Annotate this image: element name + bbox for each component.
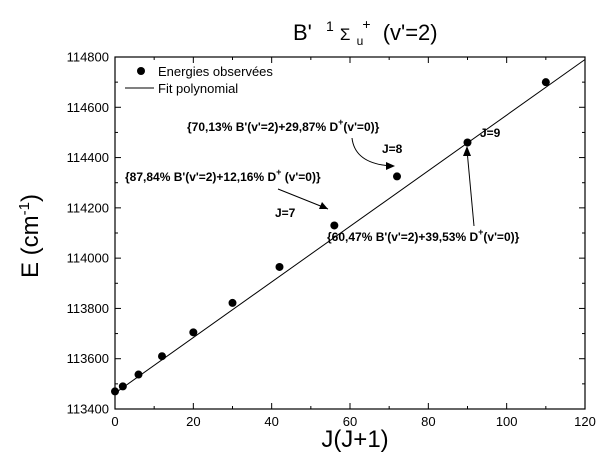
annotation-j9-text: {60,47% B'(v'=2)+39,53% D+(v'=0)} (327, 227, 520, 244)
y-tick-label: 113600 (67, 351, 109, 366)
annotation-j7-arrow (277, 188, 329, 210)
data-point (111, 387, 119, 396)
y-tick-label: 114200 (67, 200, 109, 215)
y-tick-label: 114000 (67, 251, 109, 266)
y-tick-label: 114600 (67, 100, 109, 115)
y-tick-label: 114400 (67, 150, 109, 165)
annotation-j7-label: J=7 (275, 206, 296, 220)
annotation-j9-arrowhead (463, 146, 471, 156)
x-tick-label: 60 (343, 414, 357, 429)
chart-title: B' 1 Σ u + (v'=2) (293, 9, 438, 50)
annotation-j8-arrowhead (386, 162, 395, 170)
data-point (393, 172, 401, 181)
legend-label-points: Energies observées (158, 64, 273, 79)
data-point (189, 328, 198, 337)
y-axis-title: E (cm-1) (16, 194, 44, 278)
y-tick-label: 113400 (67, 402, 109, 417)
data-point (275, 262, 284, 271)
points-layer (111, 78, 550, 396)
legend-marker-points (137, 67, 145, 75)
annotation-j9-arrow (466, 149, 475, 227)
x-tick-label: 100 (496, 414, 518, 429)
annotation-j9-label: J=9 (480, 126, 501, 140)
data-point (134, 370, 143, 379)
x-tick-label: 120 (574, 414, 596, 429)
x-tick-label: 20 (186, 414, 200, 429)
y-tick-label: 114800 (67, 50, 109, 65)
annotations: {87,84% B'(v'=2)+12,16% D+ (v'=0)} J=7 {… (125, 117, 520, 244)
x-tick-label: 0 (111, 414, 118, 429)
x-tick-label: 40 (264, 414, 278, 429)
axis-ticks (114, 56, 586, 410)
annotation-j8-label: J=8 (382, 142, 403, 156)
legend: Energies observées Fit polynomial (125, 64, 273, 96)
data-point (330, 221, 339, 230)
fit-line (114, 59, 586, 394)
data-point (158, 352, 166, 361)
legend-label-line: Fit polynomial (158, 81, 238, 96)
data-point (228, 298, 237, 307)
annotation-j7-arrowhead (319, 202, 328, 209)
x-axis-title: J(J+1) (321, 426, 388, 453)
data-point (118, 382, 127, 391)
axis-tick-labels: 0 20 40 60 80 100 120 113400 113600 113800 114000 1… (67, 50, 596, 430)
annotation-j7-text: {87,84% B'(v'=2)+12,16% D+ (v'=0)} (125, 167, 321, 184)
data-point (541, 78, 550, 87)
annotation-j8-text: {70,13% B'(v'=2)+29,87% D+(v'=0)} (187, 117, 380, 134)
y-tick-label: 113800 (67, 301, 109, 316)
data-point (463, 138, 472, 147)
fit-layer (114, 59, 586, 394)
x-tick-label: 80 (421, 414, 435, 429)
